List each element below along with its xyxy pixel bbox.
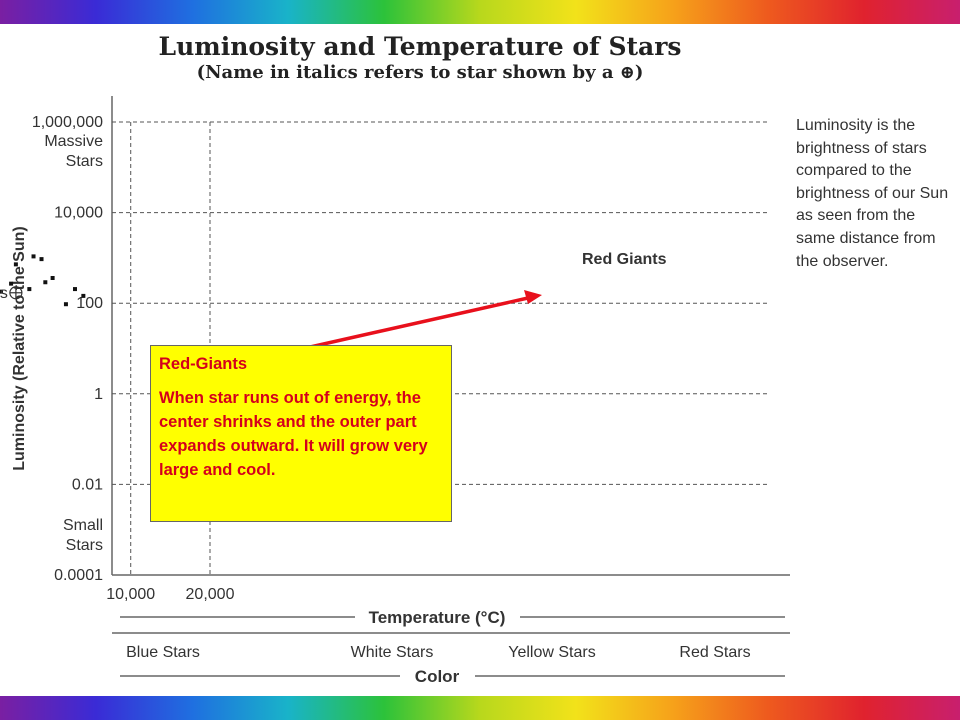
red-giants-label: Red Giants <box>582 251 667 268</box>
y-tick-label: 0.01 <box>72 476 103 493</box>
y-tick-label: 1,000,000 <box>32 114 103 131</box>
y-tick-label: 100 <box>76 295 103 312</box>
y-category-label: Small <box>63 517 103 534</box>
callout-arrow-head <box>524 290 542 304</box>
star-point <box>63 302 68 307</box>
y-category-label: Massive <box>44 133 103 150</box>
star-point <box>73 287 77 292</box>
color-band-label: White Stars <box>351 644 434 661</box>
y-category-label: Stars <box>66 153 103 170</box>
subtitle-end: ) <box>634 62 644 83</box>
star-point <box>50 275 55 280</box>
y-axis-label: Luminosity (Relative to the Sun) <box>11 226 28 470</box>
y-tick-label: 1 <box>94 386 103 403</box>
y-tick-label: 10,000 <box>54 205 103 222</box>
y-category-label: Stars <box>66 537 103 554</box>
star-point <box>13 262 18 267</box>
luminosity-note: Luminosity is the brightness of stars co… <box>796 117 949 270</box>
sun-symbol-icon: ⊕ <box>619 62 635 83</box>
star-point <box>43 280 48 285</box>
color-band-label: Blue Stars <box>126 644 200 661</box>
star-point <box>39 257 44 262</box>
x-tick-label: 10,000 <box>106 586 155 603</box>
star-name-polaris: Polaris <box>0 285 8 302</box>
star-point <box>31 254 36 259</box>
color-band-label: Yellow Stars <box>508 644 595 661</box>
y-tick-label: 0.0001 <box>54 567 103 584</box>
callout-title: Red-Giants <box>159 355 248 373</box>
color-axis-label: Color <box>415 667 460 686</box>
star-point <box>0 289 3 294</box>
x-axis-label: Temperature (°C) <box>369 608 506 627</box>
rainbow-bar-top <box>0 0 960 24</box>
chart-subtitle: (Name in italics refers to star shown by… <box>0 62 840 83</box>
chart-title: Luminosity and Temperature of Stars <box>158 32 682 61</box>
red-giants-callout: Red-Giants When star runs out of energy,… <box>150 345 452 522</box>
subtitle-text: (Name in italics refers to star shown by… <box>196 62 614 83</box>
rainbow-bar-bottom <box>0 696 960 720</box>
color-band-label: Red Stars <box>679 644 750 661</box>
x-tick-label: 20,000 <box>186 586 235 603</box>
callout-arrow <box>287 296 529 354</box>
star-point <box>27 287 32 292</box>
star-point <box>9 281 14 286</box>
star-point <box>81 293 86 298</box>
callout-body: When star runs out of energy, the center… <box>159 389 428 479</box>
